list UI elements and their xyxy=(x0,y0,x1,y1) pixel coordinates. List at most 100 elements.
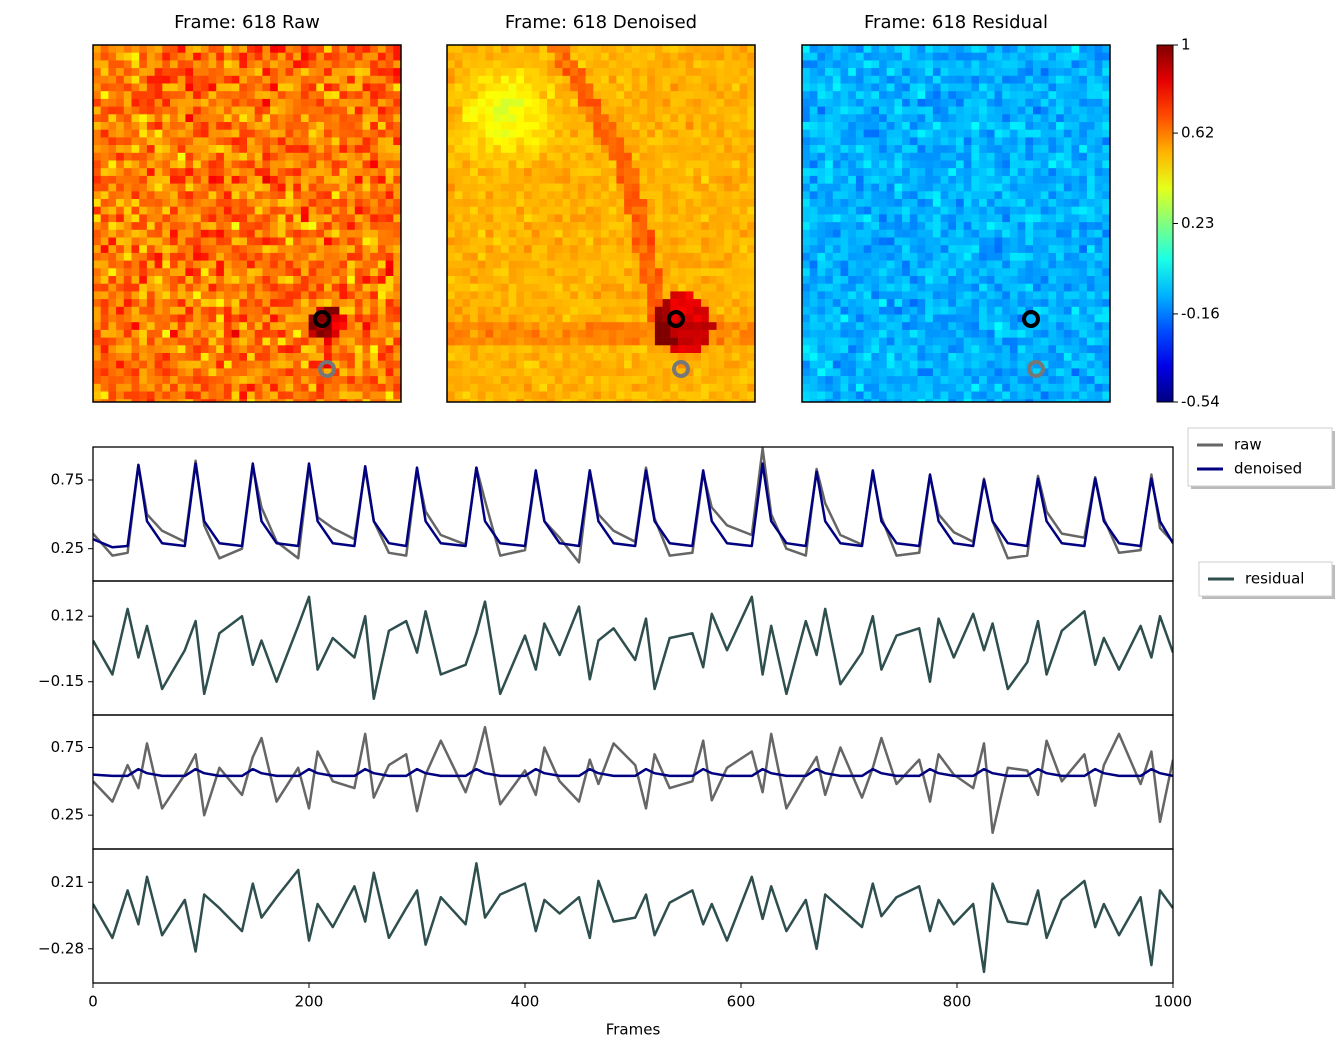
pixel xyxy=(477,276,486,284)
pixel xyxy=(108,399,117,403)
pixel xyxy=(193,52,202,61)
pixel xyxy=(932,52,941,61)
pixel xyxy=(316,145,325,154)
pixel xyxy=(508,345,517,354)
pixel xyxy=(185,60,194,69)
pixel xyxy=(100,237,109,246)
pixel xyxy=(670,152,679,161)
pixel xyxy=(1033,191,1041,200)
pixel xyxy=(1009,229,1018,238)
pixel xyxy=(879,52,887,61)
pixel xyxy=(701,191,710,200)
pixel xyxy=(624,106,633,115)
pixel xyxy=(200,52,209,61)
pixel xyxy=(802,98,810,107)
pixel xyxy=(324,191,332,200)
pixel xyxy=(377,314,386,323)
pixel xyxy=(925,160,934,169)
pixel xyxy=(747,276,756,284)
pixel xyxy=(146,199,155,207)
pixel xyxy=(585,191,594,200)
pixel xyxy=(925,106,934,115)
pixel xyxy=(963,106,972,115)
pixel xyxy=(462,399,471,403)
pixel xyxy=(485,322,494,331)
pixel xyxy=(1002,175,1011,184)
pixel xyxy=(131,137,140,146)
pixel xyxy=(616,191,625,200)
pixel xyxy=(662,299,671,308)
pixel xyxy=(809,237,818,246)
pixel xyxy=(948,137,957,146)
pixel xyxy=(500,106,509,115)
pixel xyxy=(1071,191,1080,200)
pixel xyxy=(100,199,109,207)
pixel xyxy=(678,260,686,269)
pixel xyxy=(200,314,209,323)
pixel xyxy=(956,122,964,130)
pixel xyxy=(685,52,694,61)
pixel xyxy=(123,329,132,338)
pixel xyxy=(593,299,602,308)
pixel xyxy=(593,276,602,284)
pixel xyxy=(863,114,872,123)
pixel xyxy=(894,68,903,77)
pixel xyxy=(347,122,356,130)
pixel xyxy=(339,252,348,261)
pixel xyxy=(654,368,663,377)
pixel xyxy=(208,329,217,338)
pixel xyxy=(185,222,194,231)
pixel xyxy=(123,353,132,361)
pixel xyxy=(131,75,140,84)
pixel xyxy=(932,45,941,53)
pixel xyxy=(362,376,371,385)
pixel xyxy=(840,237,849,246)
pixel xyxy=(100,268,109,277)
pixel xyxy=(716,345,725,354)
pixel xyxy=(516,229,525,238)
pixel xyxy=(932,83,941,92)
pixel xyxy=(570,114,579,123)
pixel xyxy=(832,199,841,207)
pixel xyxy=(601,191,609,200)
pixel xyxy=(963,137,972,146)
pixel xyxy=(956,129,964,138)
pixel xyxy=(123,229,132,238)
pixel xyxy=(1002,222,1011,231)
pixel xyxy=(331,137,340,146)
pixel xyxy=(162,106,171,115)
pixel xyxy=(840,114,849,123)
pixel xyxy=(324,329,332,338)
pixel xyxy=(454,237,463,246)
pixel xyxy=(670,214,679,223)
pixel xyxy=(654,114,663,123)
pixel xyxy=(708,83,717,92)
pixel xyxy=(516,306,525,315)
pixel xyxy=(223,283,232,292)
pixel xyxy=(971,98,980,107)
pixel xyxy=(1086,152,1095,161)
pixel xyxy=(731,191,740,200)
pixel xyxy=(1040,68,1049,77)
pixel xyxy=(331,52,340,61)
pixel xyxy=(231,122,240,130)
pixel xyxy=(809,106,818,115)
pixel xyxy=(277,206,286,215)
pixel xyxy=(585,214,594,223)
pixel xyxy=(693,183,702,192)
pixel xyxy=(724,329,733,338)
pixel xyxy=(231,229,240,238)
pixel xyxy=(262,276,271,284)
pixel xyxy=(308,383,317,392)
pixel xyxy=(162,175,171,184)
pixel xyxy=(339,91,348,100)
pixel xyxy=(100,145,109,154)
pixel xyxy=(516,299,525,308)
pixel xyxy=(971,237,980,246)
pixel xyxy=(531,129,540,138)
pixel xyxy=(701,360,710,369)
pixel xyxy=(200,145,209,154)
pixel xyxy=(662,75,671,84)
pixel xyxy=(747,260,756,269)
pixel xyxy=(247,229,255,238)
